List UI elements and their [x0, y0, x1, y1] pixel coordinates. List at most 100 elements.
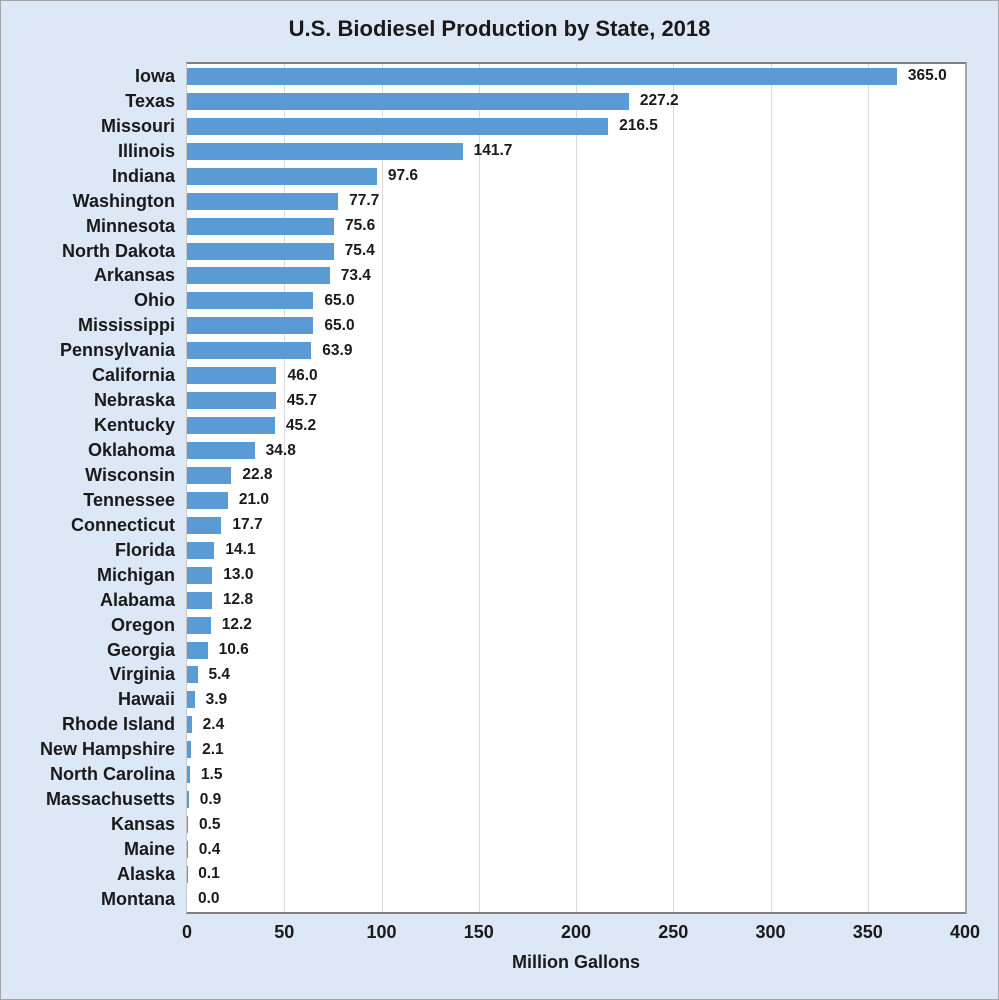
y-axis-label: Wisconsin — [85, 464, 175, 485]
bar-value-label: 12.2 — [221, 616, 252, 634]
x-axis-ticks: 0 50 100 150 200 250 300 350 400 — [1, 922, 998, 946]
bar-row: 65.0 — [187, 288, 965, 313]
bar-value-label: 75.6 — [345, 217, 376, 235]
bar — [187, 816, 188, 834]
bar-row: 75.6 — [187, 214, 965, 239]
bar-row: 21.0 — [187, 488, 965, 513]
bar — [187, 666, 198, 684]
bar — [187, 92, 629, 110]
y-axis-label: Rhode Island — [61, 714, 175, 735]
bar-row: 46.0 — [187, 363, 965, 388]
bar-value-label: 14.1 — [225, 541, 256, 559]
y-axis-label: Alaska — [116, 863, 175, 884]
bar-value-label: 2.1 — [202, 740, 224, 758]
y-axis-label: Kentucky — [93, 415, 175, 436]
y-axis-label: Tennessee — [83, 489, 175, 510]
x-axis-tick: 50 — [274, 922, 295, 942]
bar-value-label: 12.8 — [222, 591, 254, 609]
chart-title: U.S. Biodiesel Production by State, 2018 — [288, 16, 711, 41]
bar-row: 227.2 — [187, 89, 965, 114]
gridline — [284, 64, 286, 912]
bar — [187, 142, 463, 160]
y-axis-label: Kansas — [110, 814, 175, 835]
y-axis-label: Oklahoma — [87, 440, 175, 461]
bar — [187, 117, 609, 135]
gridline — [867, 64, 869, 912]
bar — [187, 616, 211, 634]
y-axis-label: Iowa — [134, 65, 175, 86]
x-axis-tick: 300 — [755, 922, 786, 942]
bar — [187, 491, 228, 509]
y-axis-label: Indiana — [111, 165, 175, 186]
y-axis-label: North Dakota — [61, 240, 175, 261]
bar-row: 216.5 — [187, 114, 965, 139]
bar — [187, 841, 188, 859]
bar — [187, 417, 275, 435]
bar — [187, 591, 212, 609]
y-axis-label: Missouri — [100, 115, 175, 136]
bar-row: 73.4 — [187, 264, 965, 289]
bar-value-label: 73.4 — [340, 266, 371, 284]
bar — [187, 342, 312, 360]
bar — [187, 741, 192, 759]
x-axis-tick: 400 — [949, 922, 981, 942]
y-axis-label: New Hampshire — [39, 739, 175, 760]
bar-value-label: 45.2 — [285, 416, 317, 434]
y-axis-label: Mississippi — [77, 315, 175, 336]
bar-row: 65.0 — [187, 313, 965, 338]
bar-value-label: 0.4 — [198, 840, 221, 858]
bar — [187, 566, 213, 584]
bar — [187, 167, 377, 185]
bar-row: 22.8 — [187, 463, 965, 488]
bar-value-label: 141.7 — [473, 142, 513, 160]
y-axis-label: Arkansas — [93, 265, 175, 286]
bar — [187, 367, 277, 385]
bar-row: 0.5 — [187, 812, 965, 837]
x-axis-title: Million Gallons — [511, 952, 640, 972]
bar-value-label: 0.0 — [198, 890, 220, 908]
bar-value-label: 2.4 — [202, 715, 225, 733]
bar-value-label: 3.9 — [205, 690, 228, 708]
y-axis-label: Florida — [114, 539, 175, 560]
bar-row: 77.7 — [187, 189, 965, 214]
bar-row: 12.8 — [187, 588, 965, 613]
y-axis-label: Minnesota — [85, 215, 175, 236]
bar — [187, 317, 314, 335]
bar-row: 97.6 — [187, 164, 965, 189]
bar — [187, 442, 255, 460]
bar — [187, 192, 339, 210]
bar-value-label: 0.9 — [199, 790, 222, 808]
bar — [187, 541, 215, 559]
bar — [187, 392, 276, 410]
bar-row: 14.1 — [187, 538, 965, 563]
bar-value-label: 75.4 — [344, 242, 375, 260]
bar — [187, 67, 897, 85]
y-axis-label: Washington — [72, 190, 175, 211]
bar-row: 13.0 — [187, 563, 965, 588]
bar-row: 5.4 — [187, 663, 965, 688]
bar-value-label: 1.5 — [200, 765, 223, 783]
bar-value-label: 46.0 — [287, 366, 318, 384]
y-axis-label: Massachusetts — [45, 789, 175, 810]
y-axis-label: Virginia — [109, 664, 175, 685]
gridline — [770, 64, 772, 912]
y-axis-label: California — [91, 365, 175, 386]
bar — [187, 267, 330, 285]
bar-value-label: 10.6 — [218, 641, 249, 659]
bar-value-label: 65.0 — [324, 316, 355, 334]
bar — [187, 242, 334, 260]
y-axis-label: Alabama — [99, 589, 175, 610]
bar — [187, 791, 189, 809]
bar-row: 2.1 — [187, 737, 965, 762]
x-axis-tick: 200 — [560, 922, 592, 942]
bar-row: 0.0 — [187, 887, 965, 912]
bar-row: 141.7 — [187, 139, 965, 164]
bar — [187, 691, 195, 709]
bar-value-label: 216.5 — [619, 117, 658, 135]
bar-row: 10.6 — [187, 638, 965, 663]
bar-row: 0.1 — [187, 862, 965, 887]
bar — [187, 466, 232, 484]
y-axis-label: Oregon — [110, 614, 175, 635]
y-axis-label: Hawaii — [117, 689, 175, 710]
bar-value-label: 22.8 — [242, 466, 273, 484]
